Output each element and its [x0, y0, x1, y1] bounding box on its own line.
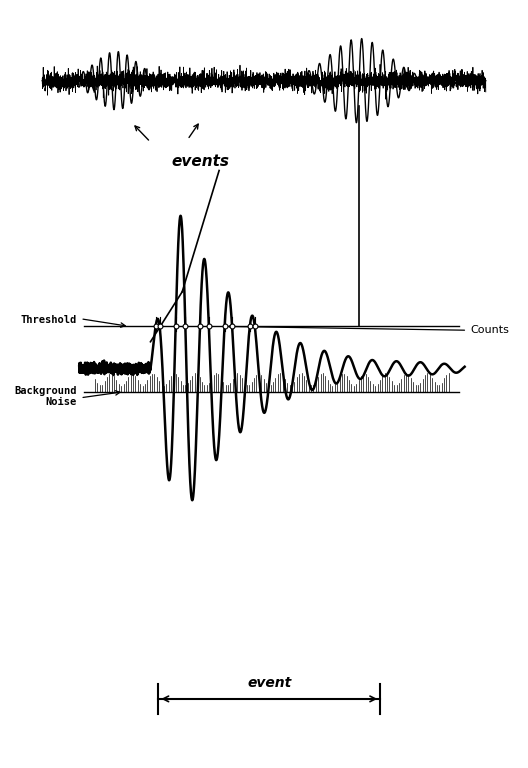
Text: Background
Noise: Background Noise — [14, 386, 77, 407]
Text: event: event — [247, 676, 291, 690]
Text: Threshold: Threshold — [20, 315, 77, 325]
Text: Counts: Counts — [470, 325, 509, 336]
Text: events: events — [172, 154, 230, 169]
